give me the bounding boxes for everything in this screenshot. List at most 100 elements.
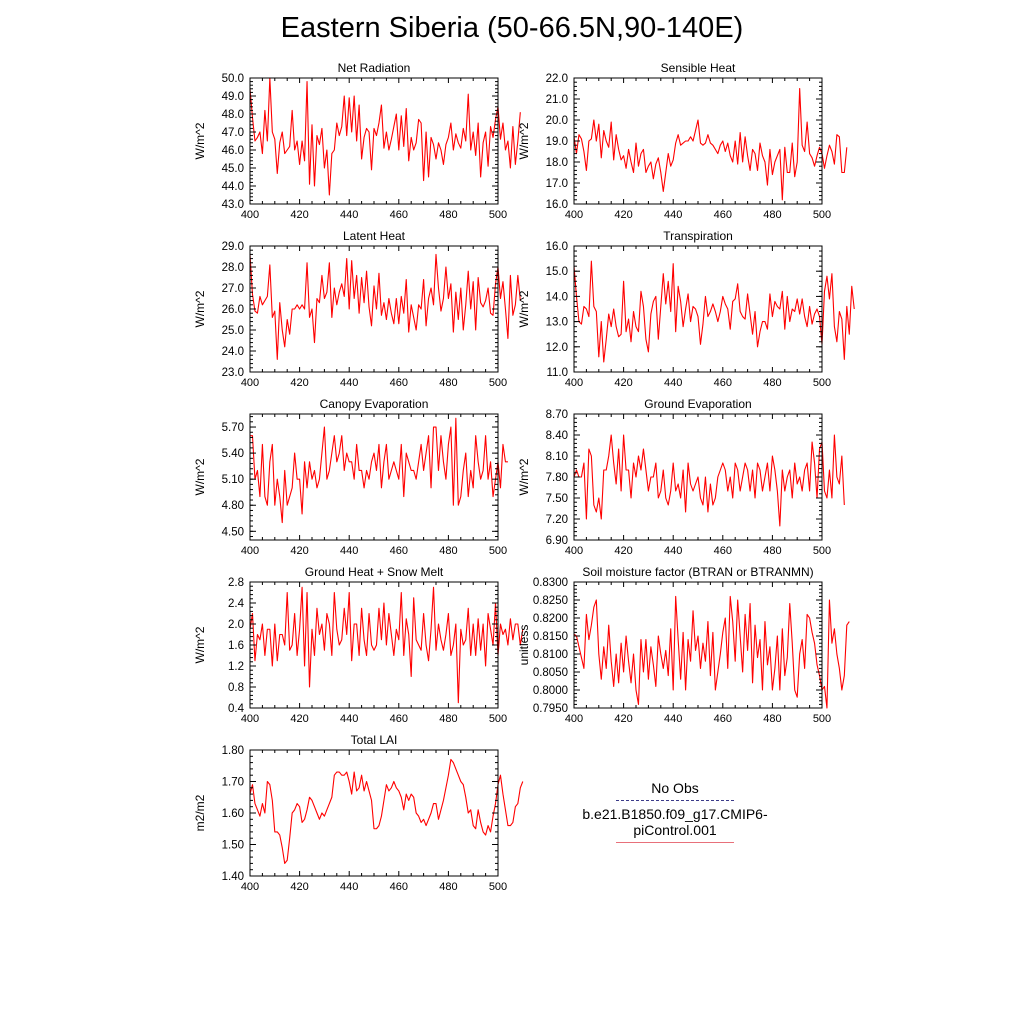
panel-title: Latent Heat [343, 229, 406, 243]
y-tick-label: 5.40 [222, 448, 244, 460]
y-tick-label: 0.8250 [533, 595, 568, 607]
x-tick-label: 400 [565, 377, 583, 389]
series-line [249, 758, 524, 864]
y-tick-label: 12.0 [546, 342, 568, 354]
x-tick-label: 440 [664, 377, 682, 389]
y-tick-label: 16.0 [546, 241, 568, 253]
y-tick-label: 28.0 [222, 262, 244, 274]
y-tick-label: 14.0 [546, 291, 568, 303]
y-tick-label: 0.8000 [533, 685, 568, 697]
panel-title: Ground Heat + Snow Melt [305, 565, 444, 579]
page-title: Eastern Siberia (50-66.5N,90-140E) [280, 12, 744, 44]
legend-obs-swatch [616, 800, 734, 801]
y-tick-label: 2.4 [228, 598, 245, 610]
x-tick-label: 420 [290, 881, 308, 893]
y-tick-label: 23.0 [222, 367, 244, 379]
series-line [249, 77, 521, 196]
x-tick-label: 480 [763, 545, 781, 557]
legend-model-label: b.e21.B1850.f09_g17.CMIP6-piControl.001 [582, 806, 768, 838]
y-axis-label: W/m^2 [517, 458, 531, 495]
y-axis-label: W/m^2 [193, 290, 207, 327]
x-tick-label: 480 [439, 377, 457, 389]
x-tick-label: 440 [664, 209, 682, 221]
y-tick-label: 15.0 [546, 266, 568, 278]
y-tick-label: 44.0 [222, 181, 244, 193]
panel-title: Sensible Heat [661, 61, 736, 75]
x-tick-label: 460 [714, 545, 732, 557]
x-tick-label: 400 [241, 881, 259, 893]
y-tick-label: 7.20 [546, 514, 568, 526]
x-tick-label: 440 [340, 377, 358, 389]
plot-frame [249, 413, 499, 541]
x-tick-label: 460 [390, 713, 408, 725]
x-tick-label: 400 [565, 713, 583, 725]
y-tick-label: 1.80 [222, 745, 244, 757]
y-tick-label: 4.50 [222, 526, 244, 538]
y-axis-label: W/m^2 [517, 290, 531, 327]
y-tick-label: 7.80 [546, 472, 568, 484]
y-tick-label: 0.8300 [533, 577, 568, 589]
y-tick-label: 1.6 [228, 640, 244, 652]
y-axis-label: W/m^2 [193, 458, 207, 495]
y-tick-label: 1.70 [222, 777, 244, 789]
y-tick-label: 0.8100 [533, 649, 568, 661]
y-tick-label: 0.7950 [533, 703, 568, 715]
x-tick-label: 500 [489, 545, 507, 557]
x-tick-label: 460 [390, 209, 408, 221]
y-tick-label: 2.8 [228, 577, 244, 589]
y-tick-label: 26.0 [222, 304, 244, 316]
x-tick-label: 500 [489, 209, 507, 221]
legend-model: b.e21.B1850.f09_g17.CMIP6-piControl.001 [560, 806, 790, 843]
y-tick-label: 1.2 [228, 661, 244, 673]
x-tick-label: 500 [813, 713, 831, 725]
x-tick-label: 460 [390, 881, 408, 893]
y-axis-label: unitless [517, 625, 531, 666]
y-axis-label: W/m^2 [193, 626, 207, 663]
x-tick-label: 460 [714, 713, 732, 725]
x-tick-label: 440 [340, 209, 358, 221]
y-tick-label: 46.0 [222, 145, 244, 157]
y-tick-label: 13.0 [546, 317, 568, 329]
x-tick-label: 420 [290, 377, 308, 389]
panel-4: 400 420 440 460 480 500 4.50 4.80 5.10 5.40 5.70 Ca… [193, 397, 508, 557]
panel-title: Canopy Evaporation [320, 397, 429, 411]
x-tick-label: 480 [439, 209, 457, 221]
y-axis-label: m2/m2 [193, 794, 207, 831]
y-tick-label: 5.10 [222, 474, 244, 486]
x-tick-label: 420 [614, 377, 632, 389]
y-tick-label: 1.50 [222, 840, 244, 852]
y-tick-label: 0.8050 [533, 667, 568, 679]
panel-7: 400 420 440 460 480 500 0.7950 0.8000 0.8050 0.81… [517, 565, 850, 725]
x-tick-label: 440 [340, 545, 358, 557]
y-tick-label: 17.0 [546, 178, 568, 190]
y-axis-label: W/m^2 [193, 122, 207, 159]
x-tick-label: 420 [290, 713, 308, 725]
y-tick-label: 49.0 [222, 91, 244, 103]
y-tick-label: 19.0 [546, 136, 568, 148]
y-tick-label: 4.80 [222, 500, 244, 512]
panel-title: Total LAI [351, 733, 398, 747]
x-tick-label: 500 [813, 209, 831, 221]
y-tick-label: 1.40 [222, 871, 244, 883]
plot-frame [249, 77, 499, 205]
series-line [250, 417, 508, 524]
series-line [249, 253, 521, 360]
y-tick-label: 18.0 [546, 157, 568, 169]
x-tick-label: 480 [763, 209, 781, 221]
panel-1: 400 420 440 460 480 500 16.0 17.0 18.0 19.0 20.0 21… [517, 61, 848, 221]
y-tick-label: 20.0 [546, 115, 568, 127]
x-tick-label: 440 [340, 713, 358, 725]
x-tick-label: 440 [664, 713, 682, 725]
panel-title: Transpiration [663, 229, 733, 243]
plot-frame [573, 77, 823, 205]
x-tick-label: 400 [241, 713, 259, 725]
y-tick-label: 5.70 [222, 422, 244, 434]
panel-title: Soil moisture factor (BTRAN or BTRANMN) [582, 565, 813, 579]
panel-8: 400 420 440 460 480 500 1.40 1.50 1.60 1.70 1.80 To… [193, 733, 524, 893]
x-tick-label: 500 [489, 377, 507, 389]
panel-5: 400 420 440 460 480 500 6.90 7.20 7.50 7.80 8.10 8.… [517, 397, 845, 557]
x-tick-label: 420 [290, 209, 308, 221]
x-tick-label: 480 [439, 881, 457, 893]
x-tick-label: 500 [813, 545, 831, 557]
y-axis-label: W/m^2 [517, 122, 531, 159]
